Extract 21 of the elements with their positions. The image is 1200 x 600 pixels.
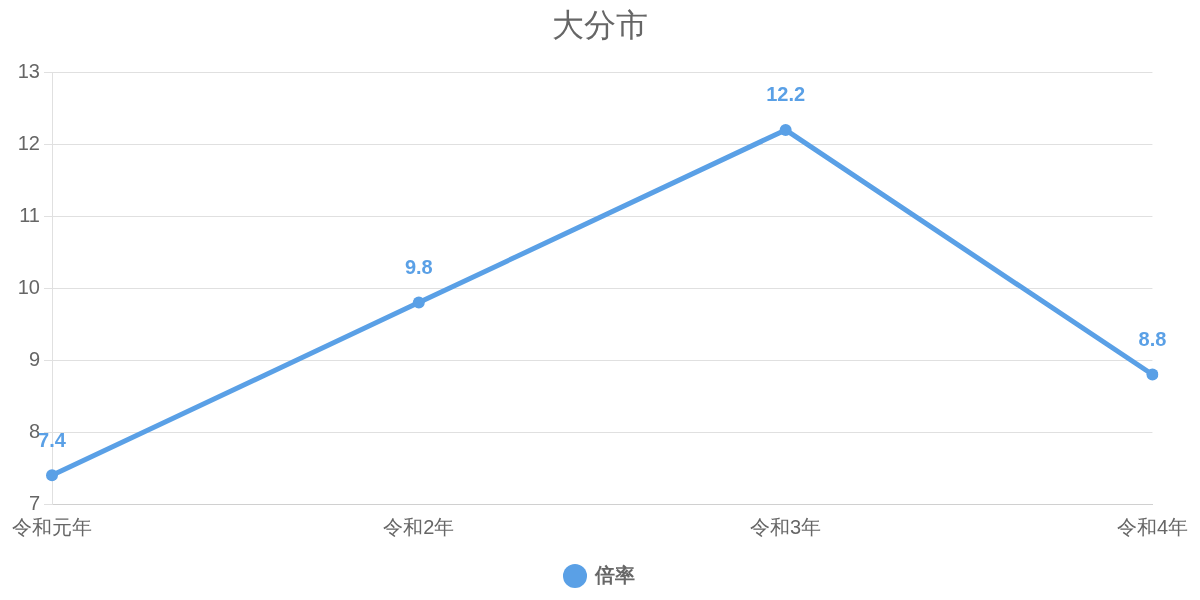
legend-label: 倍率 bbox=[594, 563, 635, 586]
data-label: 12.2 bbox=[766, 83, 806, 106]
point bbox=[779, 123, 792, 136]
y-tick-label: 8 bbox=[28, 419, 40, 442]
x-tick-label: 令和元年 bbox=[12, 515, 92, 538]
data-label: 7.4 bbox=[38, 428, 67, 451]
point bbox=[46, 469, 58, 482]
y-tick-label: 7 bbox=[28, 491, 40, 514]
y-tick-label: 12 bbox=[17, 131, 40, 154]
y-tick-label: 9 bbox=[28, 347, 40, 370]
data-label: 8.8 bbox=[1138, 328, 1167, 351]
data-label: 9.8 bbox=[404, 256, 433, 279]
point bbox=[412, 296, 425, 309]
y-tick-label: 13 bbox=[17, 59, 40, 82]
y-tick-label: 11 bbox=[19, 203, 40, 226]
x-tick-label: 令和4年 bbox=[1116, 515, 1188, 538]
x-tick-label: 令和2年 bbox=[383, 515, 455, 538]
y-tick-label: 10 bbox=[17, 275, 40, 298]
x-tick-label: 令和3年 bbox=[750, 515, 822, 538]
chart-title: 大分市 bbox=[552, 7, 648, 44]
point bbox=[1146, 368, 1159, 381]
